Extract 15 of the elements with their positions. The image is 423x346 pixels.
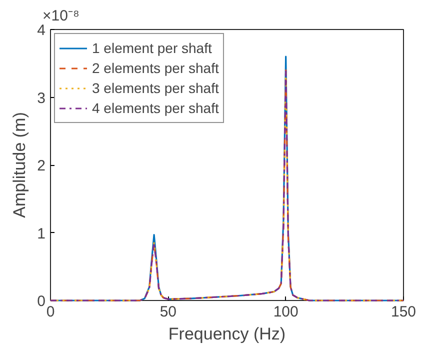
- legend-label: 4 elements per shaft: [92, 100, 219, 116]
- legend-label: 1 element per shaft: [92, 40, 212, 56]
- x-tick-label: 50: [160, 304, 177, 320]
- x-tick-label: 150: [390, 304, 416, 320]
- legend-label: 2 elements per shaft: [92, 60, 219, 76]
- text: ×10⁻⁸: [42, 8, 80, 24]
- y-axis-title: Amplitude (m): [10, 112, 30, 218]
- y-tick-label: 3: [37, 90, 46, 107]
- legend-label: 3 elements per shaft: [92, 80, 219, 96]
- y-tick-label: 4: [37, 22, 46, 39]
- y-tick-label: 0: [37, 293, 46, 310]
- x-tick-label: 100: [273, 304, 298, 320]
- y-tick-label: 1: [37, 225, 46, 242]
- x-axis-title: Frequency (Hz): [168, 324, 286, 344]
- y-tick-label: 2: [37, 158, 46, 174]
